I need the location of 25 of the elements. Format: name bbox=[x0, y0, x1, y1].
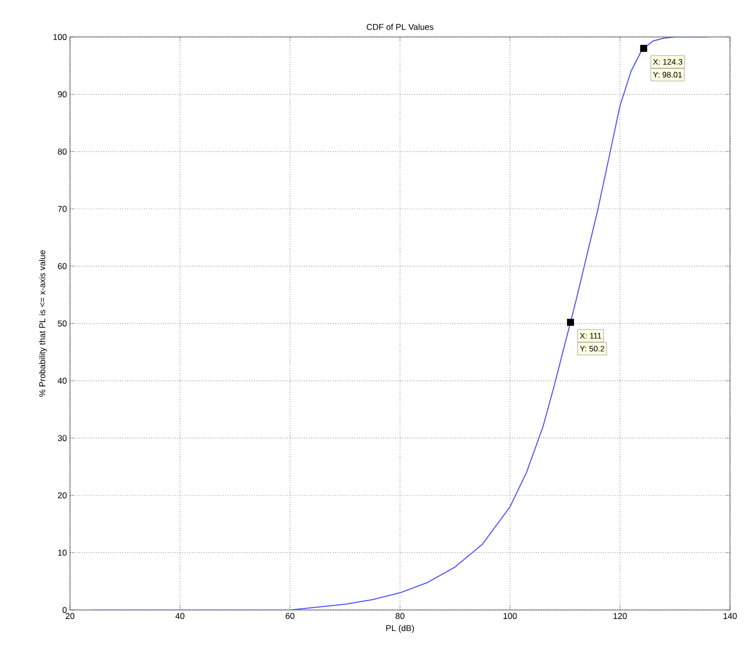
annotation: Y: 98.01 bbox=[653, 72, 682, 78]
y-tick-label: 20 bbox=[58, 492, 67, 498]
x-tick-label: 20 bbox=[66, 613, 74, 620]
chart-title: CDF of PL Values bbox=[366, 24, 434, 30]
annotation: X: 124.3 bbox=[653, 58, 682, 65]
y-tick-label: 50 bbox=[58, 320, 67, 326]
x-tick-label: 40 bbox=[175, 613, 184, 620]
annotation: Y: 50.2 bbox=[580, 346, 604, 352]
x-tick-label: 140 bbox=[724, 613, 737, 620]
y-tick-label: 60 bbox=[58, 263, 67, 270]
x-tick-label: 80 bbox=[396, 613, 404, 620]
y-tick-label: 10 bbox=[58, 550, 67, 556]
y-tick-label: 80 bbox=[58, 148, 67, 155]
x-tick-label: 120 bbox=[614, 613, 627, 620]
x-tick-label: 60 bbox=[286, 613, 294, 620]
y-tick-label: 30 bbox=[58, 435, 67, 442]
y-tick-label: 40 bbox=[58, 378, 67, 384]
y-tick-label: 0 bbox=[62, 606, 67, 613]
y-tick-label: 70 bbox=[58, 206, 67, 212]
y-axis-title: % Probability that PL is <= x-axis value bbox=[39, 250, 47, 397]
y-tick-label: 90 bbox=[58, 91, 67, 98]
y-tick-label: 100 bbox=[53, 34, 67, 40]
annotation: X: 111 bbox=[580, 333, 602, 339]
x-tick-label: 100 bbox=[504, 613, 517, 620]
x-axis-title: PL (dB) bbox=[386, 624, 414, 633]
